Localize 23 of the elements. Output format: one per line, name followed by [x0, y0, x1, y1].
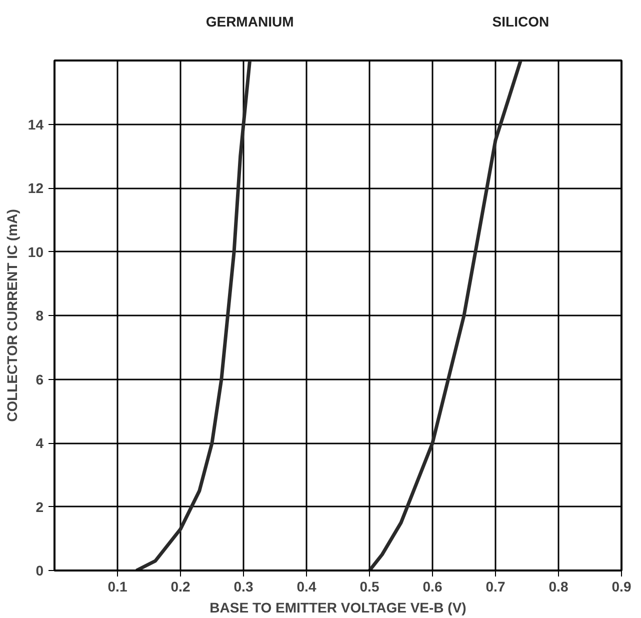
x-tick-label: 0.2 — [170, 578, 190, 594]
text: GERMANIUM — [206, 14, 294, 30]
y-tick-label: 6 — [36, 371, 44, 388]
text: SILICON — [492, 14, 550, 30]
line-series — [368, 60, 522, 570]
x-tick-label: 0.4 — [296, 578, 316, 594]
x-tick-label: 0.6 — [422, 578, 442, 594]
x-tick-label: 0.5 — [360, 578, 380, 594]
line-series — [134, 60, 252, 570]
y-axis-title: COLLECTOR CURRENT IC (mA) — [4, 209, 20, 422]
x-tick-label: 0.8 — [548, 578, 568, 594]
y-tick-label: 8 — [36, 308, 44, 324]
y-tick-label: 14 — [28, 116, 44, 132]
y-tick-label: 2 — [36, 498, 44, 515]
y-tick-label: 12 — [28, 180, 44, 196]
y-tick-label: 10 — [28, 244, 44, 260]
x-tick-label: 0.7 — [486, 578, 506, 594]
y-tick-label: 0 — [36, 562, 44, 578]
x-tick-label: 0.3 — [234, 578, 254, 594]
x-axis-title: BASE TO EMITTER VOLTAGE VE-B (V) — [210, 600, 466, 616]
x-tick-label: 0.9 — [612, 578, 632, 594]
x-tick-label: 0.1 — [108, 578, 128, 594]
y-tick-label: 4 — [36, 435, 44, 451]
